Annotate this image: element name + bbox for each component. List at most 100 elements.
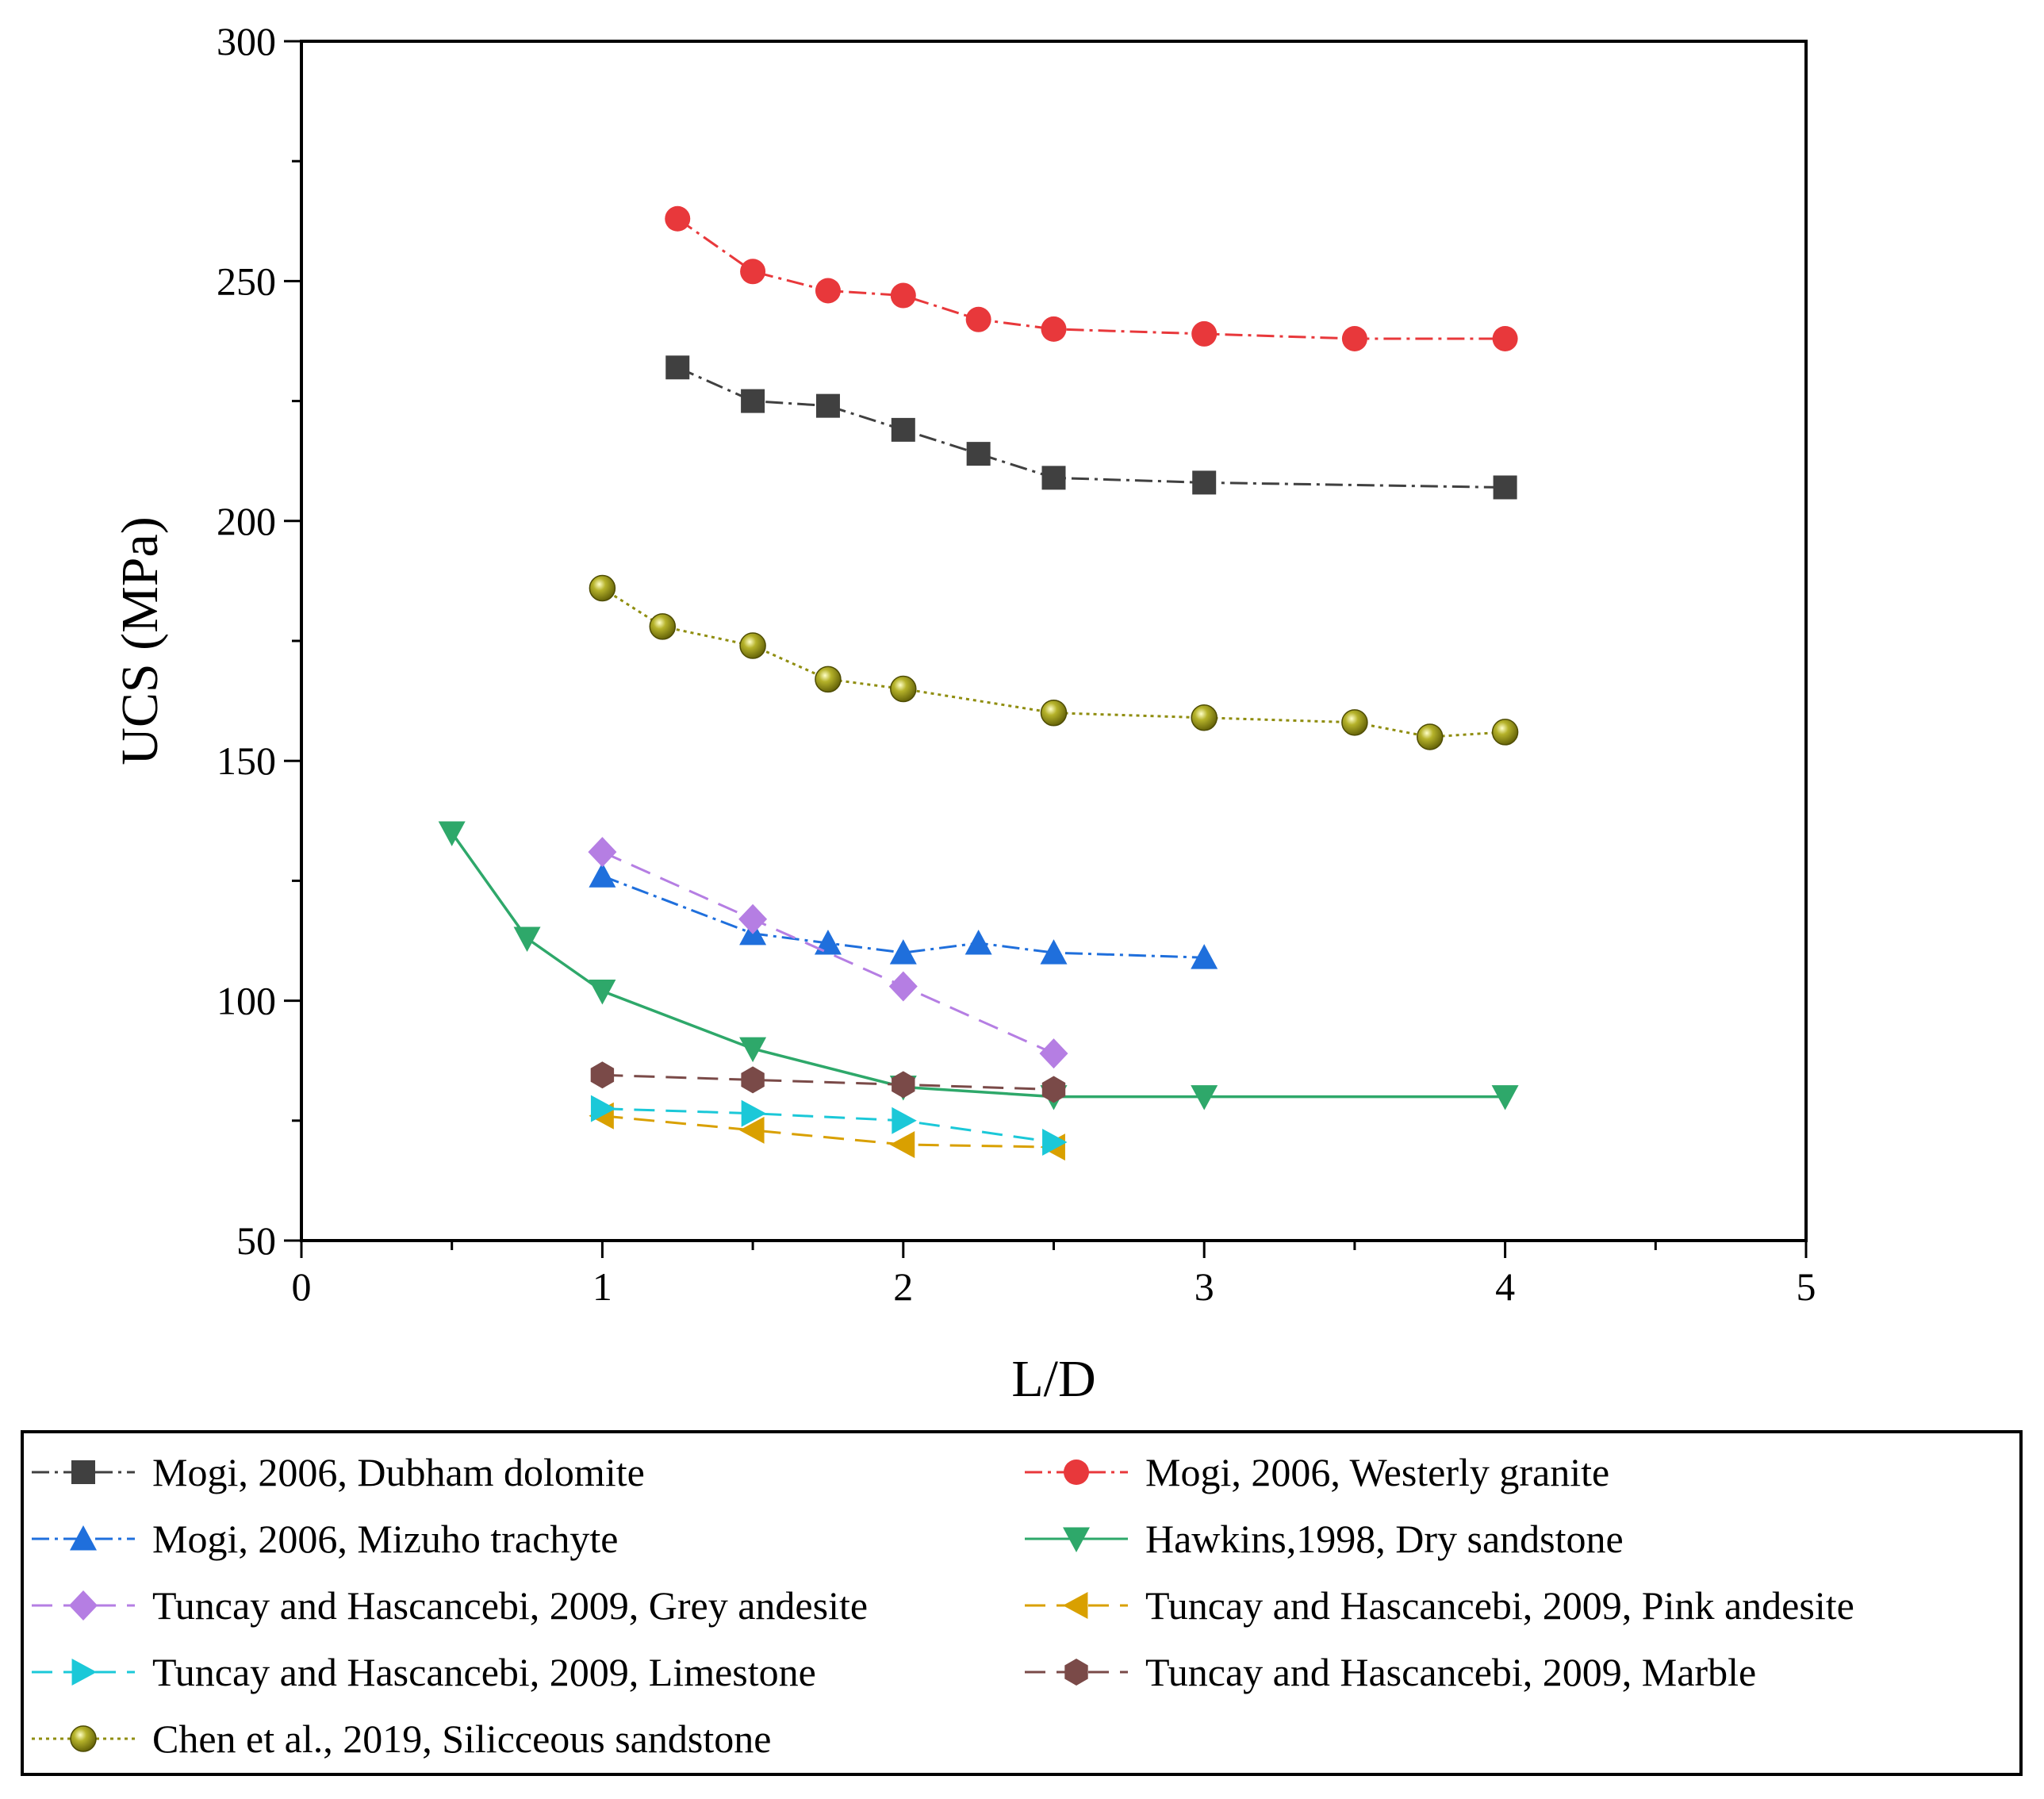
x-tick-label: 4	[1495, 1264, 1515, 1309]
data-point-s6-1	[741, 1099, 767, 1127]
data-point-s1-6	[1191, 320, 1218, 347]
y-tick-label: 250	[217, 259, 276, 303]
legend-label: Tuncay and Hascancebi, 2009, Grey andesi…	[152, 1583, 868, 1628]
legend-item: Hawkins,1998, Dry sandstone	[1025, 1517, 1624, 1561]
legend-marker	[1063, 1527, 1090, 1552]
data-point-s0-2	[815, 393, 840, 418]
data-point-s6-3	[1042, 1129, 1068, 1156]
data-point-s8-4	[890, 675, 917, 703]
y-axis-title: UCS (MPa)	[111, 516, 169, 765]
data-point-s1-8	[1492, 325, 1518, 351]
data-point-s6-2	[892, 1107, 917, 1134]
legend-marker	[1064, 1460, 1089, 1485]
data-point-s4-0	[588, 837, 617, 868]
series-line-5	[602, 1114, 1054, 1149]
data-point-s2-2	[814, 930, 842, 955]
legend-label: Mogi, 2006, Westerly granite	[1145, 1450, 1609, 1494]
series-line-6	[602, 1107, 1054, 1144]
data-point-s3-7	[1491, 1085, 1519, 1110]
data-point-s8-5	[1040, 699, 1068, 727]
legend-label: Chen et al., 2019, Silicceous sandstone	[152, 1717, 771, 1761]
data-point-s2-3	[889, 939, 917, 965]
data-point-s8-0	[589, 574, 616, 602]
legend-item: Chen et al., 2019, Silicceous sandstone	[32, 1717, 771, 1761]
data-point-s0-7	[1493, 475, 1517, 500]
legend-marker	[1063, 1592, 1088, 1619]
data-point-s1-3	[890, 282, 916, 309]
data-point-s8-9	[1491, 719, 1519, 746]
series-line-1	[677, 217, 1505, 340]
x-tick-label: 0	[292, 1264, 312, 1309]
x-tick-label: 2	[893, 1264, 913, 1309]
legend-item: Tuncay and Hascancebi, 2009, Marble	[1025, 1650, 1756, 1694]
legend-label: Mogi, 2006, Dubham dolomite	[152, 1450, 645, 1494]
legend-item: Mogi, 2006, Westerly granite	[1025, 1450, 1609, 1494]
legend-item: Tuncay and Hascancebi, 2009, Limestone	[32, 1650, 816, 1694]
data-point-s4-3	[1039, 1038, 1068, 1069]
data-point-s4-2	[888, 971, 918, 1002]
y-tick-label: 200	[217, 499, 276, 543]
data-point-s8-3	[815, 666, 842, 693]
data-point-s3-0	[438, 821, 466, 846]
axes-layer: 0 1 2 3 4 5 50 100 150 200 250 300 L/D UCS (MPa)	[111, 19, 1816, 1408]
data-point-s1-5	[1041, 316, 1067, 342]
y-tick-label: 300	[217, 19, 276, 63]
data-point-s0-0	[665, 355, 690, 380]
data-point-s5-1	[739, 1116, 765, 1144]
data-point-s0-3	[891, 417, 915, 442]
data-point-s7-3	[1041, 1076, 1066, 1103]
series-line-7	[602, 1073, 1054, 1091]
legend-item: Tuncay and Hascancebi, 2009, Grey andesi…	[32, 1583, 868, 1628]
legend-label: Hawkins,1998, Dry sandstone	[1145, 1517, 1624, 1561]
data-point-s8-2	[739, 632, 766, 659]
data-point-s1-0	[665, 205, 691, 232]
series-line-0	[677, 366, 1505, 489]
data-point-s7-1	[741, 1066, 765, 1094]
legend-marker	[70, 1525, 97, 1551]
plot-layer	[438, 205, 1519, 1161]
legend-item: Tuncay and Hascancebi, 2009, Pink andesi…	[1025, 1583, 1854, 1628]
y-tick-label: 100	[217, 979, 276, 1023]
x-tick-label: 3	[1195, 1264, 1214, 1309]
data-point-s8-1	[649, 613, 677, 640]
data-point-s0-6	[1192, 470, 1217, 495]
data-point-s8-8	[1417, 723, 1444, 750]
legend-label: Mogi, 2006, Mizuho trachyte	[152, 1517, 618, 1561]
data-point-s4-1	[738, 903, 768, 934]
data-point-s2-5	[1040, 939, 1068, 965]
x-tick-label: 1	[592, 1264, 612, 1309]
data-point-s0-4	[966, 442, 991, 466]
data-point-s3-1	[513, 926, 541, 952]
data-point-s3-3	[739, 1037, 767, 1063]
data-point-s6-0	[590, 1095, 616, 1122]
y-tick-label: 150	[217, 738, 276, 783]
legend: Mogi, 2006, Dubham dolomite Mogi, 2006, W…	[21, 1430, 2023, 1776]
x-axis-title: L/D	[1011, 1350, 1095, 1408]
data-point-s3-2	[589, 980, 616, 1005]
data-point-s0-1	[741, 389, 765, 413]
data-point-s2-0	[589, 862, 616, 888]
x-tick-label: 5	[1797, 1264, 1816, 1309]
legend-marker	[71, 1659, 97, 1686]
legend-item: Mogi, 2006, Dubham dolomite	[32, 1450, 645, 1494]
data-point-s0-5	[1041, 466, 1066, 490]
data-point-s1-2	[815, 278, 841, 304]
legend-item: Mogi, 2006, Mizuho trachyte	[32, 1517, 618, 1561]
data-point-s1-7	[1341, 325, 1367, 351]
legend-label: Tuncay and Hascancebi, 2009, Pink andesi…	[1145, 1583, 1854, 1628]
legend-label: Tuncay and Hascancebi, 2009, Limestone	[152, 1650, 816, 1694]
data-point-s5-2	[889, 1131, 915, 1159]
legend-box	[21, 1430, 2023, 1776]
series-line-3	[451, 831, 1505, 1099]
legend-marker	[1064, 1659, 1088, 1686]
data-point-s2-6	[1191, 944, 1218, 969]
data-point-s1-1	[740, 259, 766, 285]
data-point-s2-4	[964, 930, 992, 955]
data-point-s1-4	[965, 306, 991, 332]
legend-marker	[69, 1590, 98, 1621]
legend-marker	[71, 1460, 95, 1484]
legend-marker	[70, 1725, 97, 1752]
data-point-s7-2	[892, 1071, 915, 1099]
data-point-s7-0	[590, 1061, 615, 1089]
